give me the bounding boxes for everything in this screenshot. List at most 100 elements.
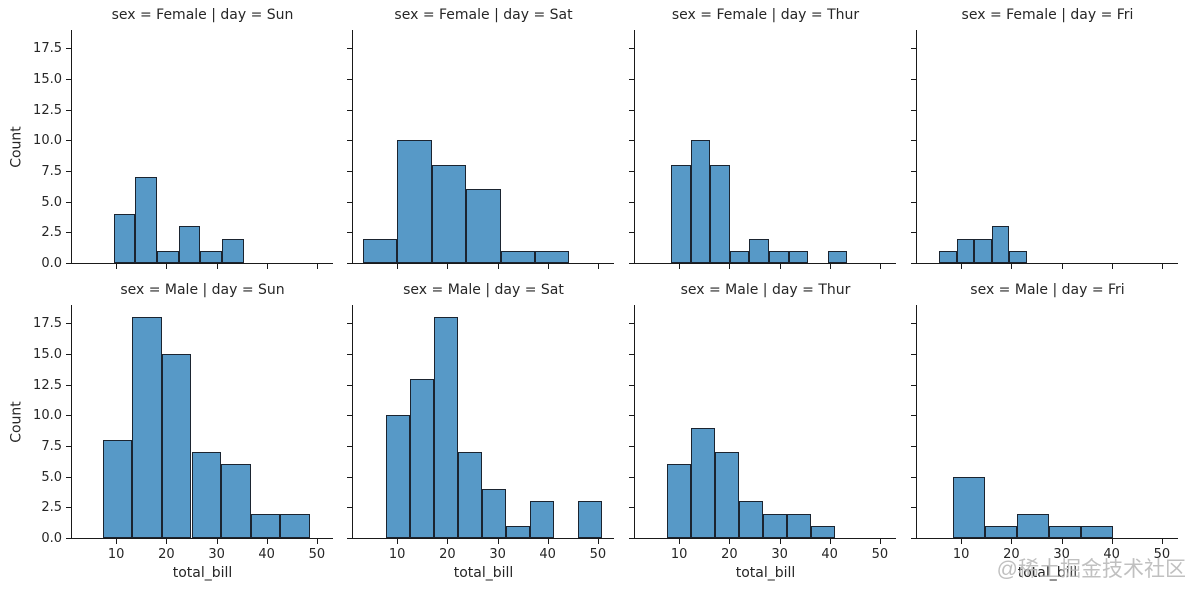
y-tick-mark <box>347 201 352 203</box>
x-tick-mark <box>397 264 399 269</box>
x-tick-label: 40 <box>539 547 556 562</box>
y-tick-mark <box>629 201 634 203</box>
facet-title-male-fri: sex = Male | day = Fri <box>970 282 1125 298</box>
histogram-bar <box>769 250 789 263</box>
y-tick-mark <box>629 140 634 142</box>
y-tick-label: 10.0 <box>33 408 62 424</box>
y-tick-mark <box>911 538 916 539</box>
histogram-bar <box>827 250 848 263</box>
histogram-bar <box>749 238 769 263</box>
histogram-bar <box>939 250 957 263</box>
y-tick-mark <box>347 140 352 142</box>
y-tick-mark <box>347 507 352 509</box>
histogram-bar <box>952 476 985 538</box>
x-tick-label: 50 <box>1153 547 1171 562</box>
histogram-bar <box>102 439 133 538</box>
y-tick-label: 0.0 <box>41 531 62 546</box>
x-tick-mark <box>447 539 449 544</box>
histogram-bar <box>500 250 535 263</box>
x-tick-label: 20 <box>721 547 738 562</box>
y-axis-label: Count <box>8 400 24 443</box>
x-tick-mark <box>729 264 731 269</box>
axes-female-thur <box>629 30 896 269</box>
x-tick-mark <box>1161 264 1163 269</box>
y-tick-mark <box>66 79 71 81</box>
y-tick-mark <box>66 48 71 50</box>
x-tick-label: 30 <box>771 547 788 562</box>
facet-title-female-fri: sex = Female | day = Fri <box>961 7 1134 23</box>
y-tick-mark <box>911 415 916 417</box>
histogram-bar <box>690 140 711 263</box>
histogram-bar <box>714 452 739 538</box>
x-tick-mark <box>829 539 831 544</box>
y-tick-label: 15.0 <box>33 72 62 88</box>
y-tick-mark <box>629 109 634 111</box>
y-tick-mark <box>347 538 352 539</box>
y-tick-label: 12.5 <box>33 377 62 393</box>
y-tick-mark <box>347 48 352 50</box>
y-tick-mark <box>347 384 352 386</box>
x-tick-mark <box>1111 539 1113 544</box>
histogram-bar <box>113 213 136 263</box>
y-tick-mark <box>629 79 634 81</box>
y-tick-mark <box>629 415 634 417</box>
x-tick-label: 40 <box>258 547 275 562</box>
x-tick-mark <box>961 264 963 269</box>
histogram-bar <box>409 378 434 538</box>
x-tick-label: 50 <box>589 547 607 562</box>
histogram-bar <box>710 164 730 263</box>
y-tick-mark <box>347 263 352 264</box>
histogram-bar <box>191 452 222 538</box>
y-tick-mark <box>347 79 352 81</box>
y-tick-mark <box>66 507 71 509</box>
x-tick-mark <box>116 539 118 544</box>
x-tick-mark <box>829 264 831 269</box>
x-tick-label: 20 <box>1003 547 1020 562</box>
x-tick-mark <box>1011 539 1013 544</box>
histogram-bar <box>250 513 281 538</box>
histogram-bar <box>534 250 570 263</box>
y-tick-mark <box>629 263 634 264</box>
y-tick-mark <box>629 538 634 539</box>
x-tick-mark <box>166 539 168 544</box>
x-tick-mark <box>1011 264 1013 269</box>
histogram-bar <box>956 238 975 263</box>
x-tick-label: 10 <box>107 547 125 562</box>
x-tick-label: 50 <box>871 547 889 562</box>
x-tick-mark <box>879 539 881 544</box>
histogram-bar <box>178 226 201 263</box>
y-axis-label: Count <box>8 125 24 168</box>
x-tick-label: 30 <box>208 547 225 562</box>
histogram-bar <box>200 250 223 263</box>
histogram-bar <box>671 164 691 263</box>
x-tick-label: 30 <box>1053 547 1070 562</box>
x-tick-mark <box>779 539 781 544</box>
histogram-bar <box>984 525 1017 538</box>
y-tick-label: 17.5 <box>33 316 62 332</box>
histogram-bar <box>135 177 157 263</box>
y-tick-mark <box>347 323 352 325</box>
histogram-bar <box>787 513 812 538</box>
x-tick-label: 10 <box>952 547 970 562</box>
facet-title-male-sun: sex = Male | day = Sun <box>120 282 285 298</box>
axes-female-sat <box>347 30 614 269</box>
x-axis-label: total_bill <box>172 565 233 581</box>
y-tick-mark <box>66 140 71 142</box>
y-tick-mark <box>911 323 916 325</box>
y-tick-mark <box>629 446 634 447</box>
y-tick-mark <box>66 232 71 234</box>
y-tick-mark <box>911 384 916 386</box>
histogram-bar <box>132 317 162 538</box>
histogram-bar <box>161 354 192 538</box>
histogram-bar <box>280 513 310 538</box>
histogram-bar <box>457 452 482 538</box>
y-tick-mark <box>911 446 916 447</box>
x-tick-mark <box>597 264 599 269</box>
y-tick-label: 2.5 <box>41 225 62 241</box>
y-tick-mark <box>629 507 634 509</box>
x-tick-mark <box>729 539 731 544</box>
y-tick-label: 15.0 <box>33 347 62 363</box>
axes-male-sat <box>347 305 614 544</box>
facet-title-male-thur: sex = Male | day = Thur <box>680 282 851 298</box>
x-tick-mark <box>497 264 499 269</box>
